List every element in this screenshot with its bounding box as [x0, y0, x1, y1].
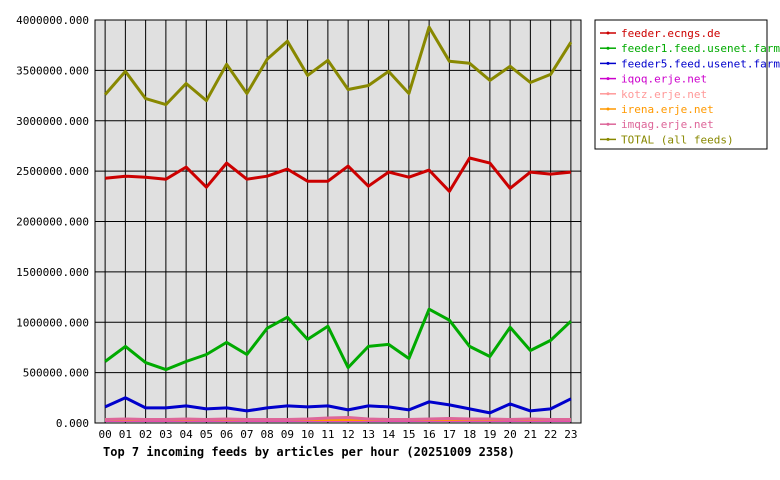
- legend-marker-kotz-erje-net: [606, 92, 610, 96]
- series-line-imqag-erje-net: [105, 416, 571, 421]
- y-tick-label: 2000000.000: [16, 216, 89, 229]
- x-tick-label: 23: [564, 428, 577, 441]
- legend-marker-total-all-feeds: [606, 137, 610, 141]
- legend-marker-feeder5-feed-usenet-farm: [606, 61, 610, 65]
- x-tick-label: 06: [220, 428, 233, 441]
- x-tick-label: 22: [544, 428, 557, 441]
- x-axis-tick-labels: 00 01 02 03 04 05 06 07 08 09 10 11 12 13 14 15 16 17 18 19…: [99, 428, 578, 441]
- legend-label-feeder-ecngs-de: feeder.ecngs.de: [621, 27, 720, 40]
- x-tick-label: 18: [463, 428, 476, 441]
- series-line-total-all-feeds: [103, 25, 573, 107]
- y-tick-label: 3500000.000: [16, 64, 89, 77]
- x-tick-label: 21: [524, 428, 537, 441]
- y-tick-label: 1500000.000: [16, 266, 89, 279]
- x-tick-label: 15: [402, 428, 415, 441]
- x-tick-label: 04: [180, 428, 194, 441]
- chart-title: Top 7 incoming feeds by articles per hou…: [103, 445, 515, 459]
- legend-label-irena-erje-net: irena.erje.net: [621, 103, 714, 116]
- y-tick-label: 1000000.000: [16, 316, 89, 329]
- legend-label-feeder5-feed-usenet-farm: feeder5.feed.usenet.farm: [621, 57, 780, 70]
- x-tick-label: 19: [483, 428, 496, 441]
- x-tick-label: 05: [200, 428, 213, 441]
- x-tick-label: 14: [382, 428, 396, 441]
- legend-marker-imqag-erje-net: [606, 122, 610, 126]
- series-line-feeder1-feed-usenet-farm: [104, 307, 572, 372]
- y-tick-label: 2500000.000: [16, 165, 89, 178]
- legend-label-kotz-erje-net: kotz.erje.net: [621, 88, 707, 101]
- legend: feeder.ecngs.de feeder1.feed.usenet.farm f…: [594, 19, 780, 150]
- x-tick-label: 17: [443, 428, 456, 441]
- series-lines: [103, 25, 573, 422]
- x-tick-label: 08: [261, 428, 274, 441]
- legend-marker-feeder-ecngs-de: [606, 31, 610, 35]
- y-axis-tick-labels: 0.000 500000.000 1000000.000 1500000.000 200…: [16, 14, 89, 430]
- y-tick-label: 500000.000: [23, 367, 89, 380]
- x-tick-label: 03: [159, 428, 172, 441]
- legend-label-total-all-feeds: TOTAL (all feeds): [621, 133, 734, 146]
- x-tick-label: 13: [362, 428, 375, 441]
- legend-frame: [594, 19, 768, 150]
- legend-label-feeder1-feed-usenet-farm: feeder1.feed.usenet.farm: [621, 42, 780, 55]
- x-tick-label: 02: [139, 428, 152, 441]
- x-tick-label: 12: [342, 428, 355, 441]
- legend-marker-irena-erje-net: [606, 107, 610, 111]
- legend-label-imqag-erje-net: imqag.erje.net: [621, 118, 714, 131]
- legend-marker-feeder1-feed-usenet-farm: [606, 46, 610, 50]
- plot-frame: [94, 19, 582, 424]
- x-tick-label: 16: [423, 428, 436, 441]
- x-tick-label: 11: [321, 428, 334, 441]
- y-tick-label: 0.000: [56, 417, 89, 430]
- x-tick-label: 09: [281, 428, 294, 441]
- legend-marker-iqoq-erje-net: [606, 77, 610, 81]
- x-tick-label: 10: [301, 428, 314, 441]
- x-tick-label: 20: [504, 428, 517, 441]
- x-tick-label: 01: [119, 428, 132, 441]
- series-line-feeder5-feed-usenet-farm: [104, 396, 572, 415]
- x-tick-label: 00: [99, 428, 112, 441]
- series-line-feeder-ecngs-de: [104, 156, 572, 193]
- y-tick-label: 4000000.000: [16, 14, 89, 27]
- legend-label-iqoq-erje-net: iqoq.erje.net: [621, 73, 707, 86]
- y-tick-label: 3000000.000: [16, 115, 89, 128]
- x-tick-label: 07: [240, 428, 253, 441]
